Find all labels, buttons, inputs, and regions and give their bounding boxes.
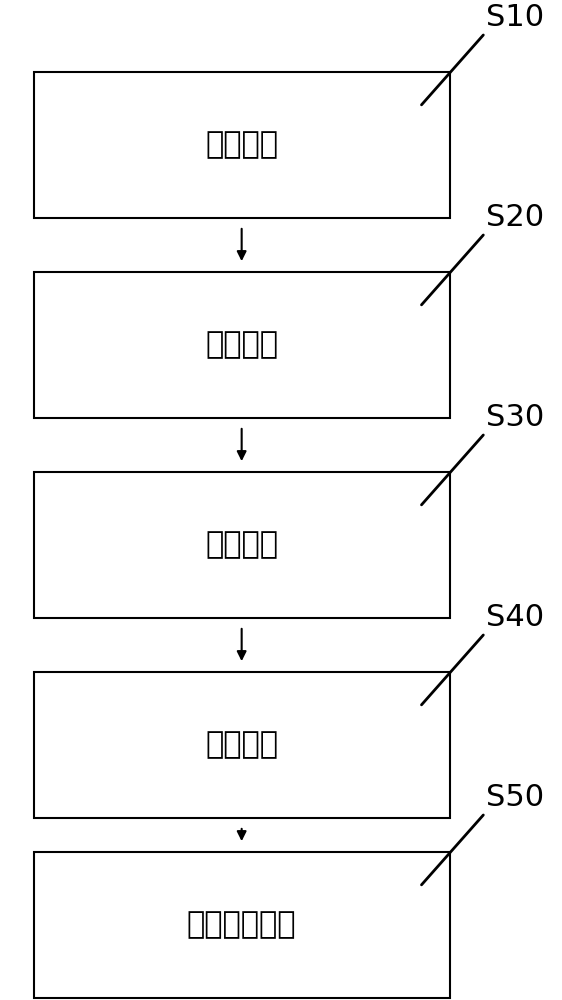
Text: S50: S50 [486,783,544,812]
Bar [34,672,450,818]
Text: S40: S40 [486,603,544,632]
Text: 初沉处理: 初沉处理 [205,130,278,159]
Bar [34,272,450,418]
Bar [34,72,450,218]
Text: S10: S10 [486,3,544,32]
Text: S30: S30 [486,403,545,432]
Text: 二沉分离排放: 二沉分离排放 [187,910,296,940]
Bar [34,852,450,998]
Bar [34,472,450,618]
Text: 三级分离: 三级分离 [205,330,278,360]
Text: S20: S20 [486,203,544,232]
Text: 好氧处理: 好氧处理 [205,730,278,760]
Text: 厌氧降解: 厌氧降解 [205,530,278,560]
